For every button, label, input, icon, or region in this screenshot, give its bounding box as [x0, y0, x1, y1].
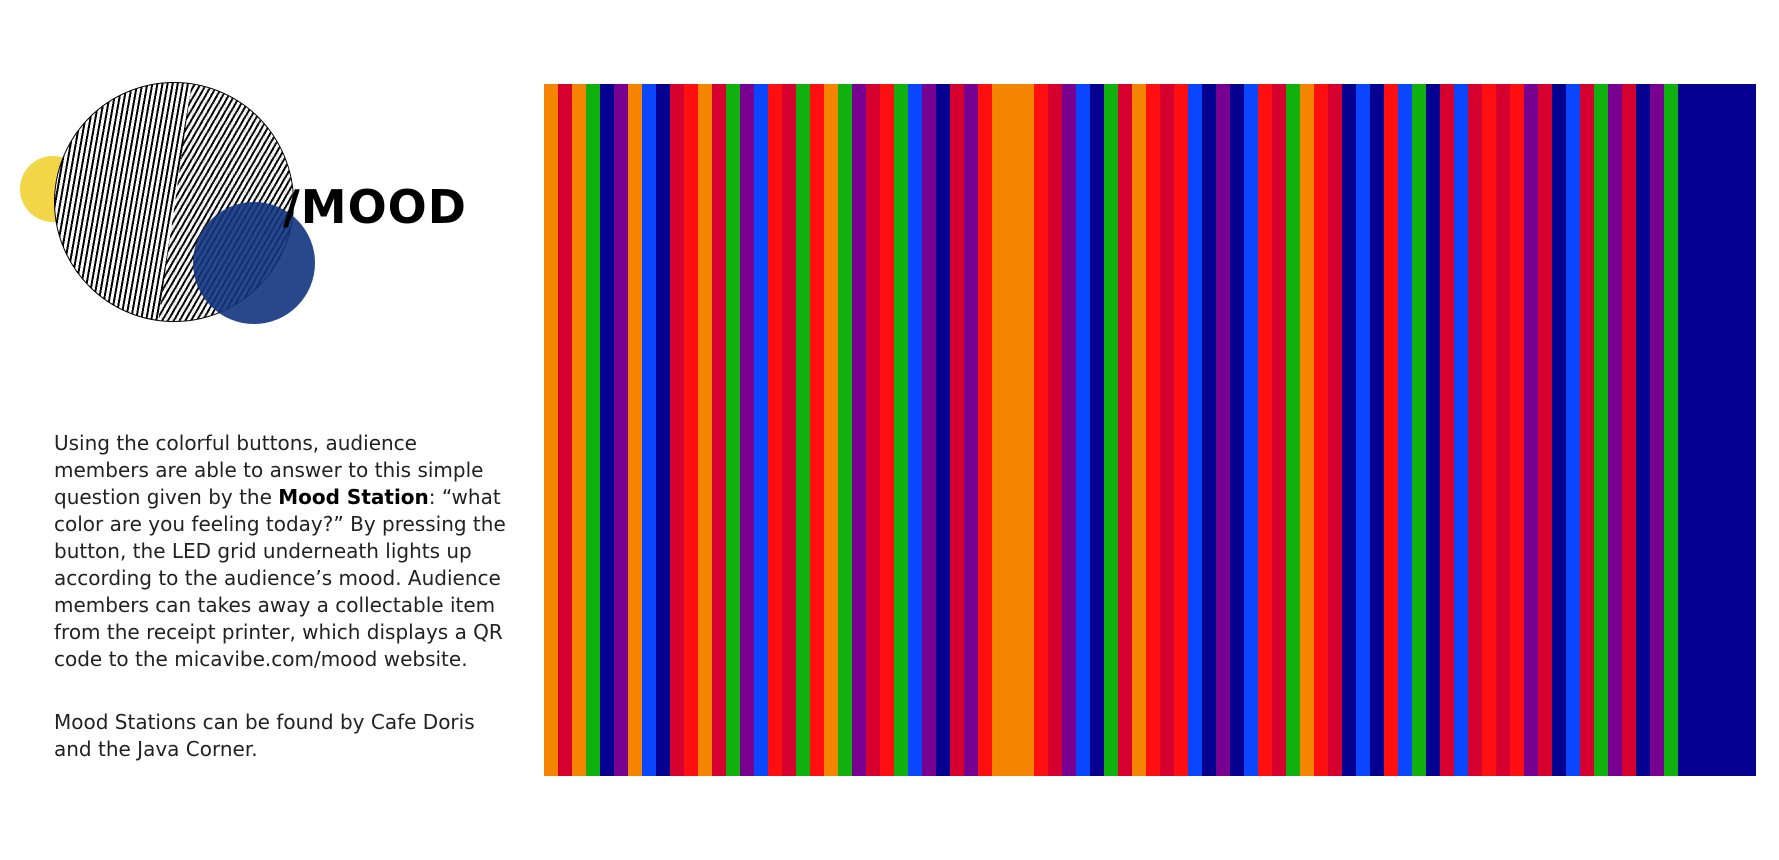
mood-color-stripe — [754, 84, 768, 776]
mood-color-stripe — [1678, 84, 1756, 776]
mood-hero: /MOOD — [20, 82, 470, 342]
mood-color-stripe — [586, 84, 600, 776]
mood-color-stripe — [1608, 84, 1622, 776]
mood-color-stripe — [558, 84, 572, 776]
mood-color-stripe — [1328, 84, 1342, 776]
mood-color-stripe — [1090, 84, 1104, 776]
mood-color-stripe — [768, 84, 782, 776]
mood-color-stripe — [1538, 84, 1552, 776]
mood-color-stripe — [992, 84, 1006, 776]
mood-color-stripe — [1230, 84, 1244, 776]
mood-color-stripe — [880, 84, 894, 776]
mood-color-stripe — [1006, 84, 1020, 776]
blue-circle — [193, 202, 315, 324]
mood-color-stripe — [796, 84, 810, 776]
mood-color-stripe — [964, 84, 978, 776]
description-text: Using the colorful buttons, audience mem… — [54, 430, 514, 763]
mood-color-stripe — [1146, 84, 1160, 776]
mood-color-stripe — [894, 84, 908, 776]
mood-color-stripe — [908, 84, 922, 776]
mood-color-stripe — [684, 84, 698, 776]
mood-color-stripe — [950, 84, 964, 776]
mood-color-stripe — [600, 84, 614, 776]
mood-color-stripe — [1426, 84, 1440, 776]
mood-color-stripe — [698, 84, 712, 776]
mood-color-stripe — [1314, 84, 1328, 776]
mood-color-stripe — [1104, 84, 1118, 776]
mood-color-stripe — [1384, 84, 1398, 776]
mood-color-stripe — [1048, 84, 1062, 776]
page-title: /MOOD — [283, 180, 467, 234]
mood-color-stripe — [936, 84, 950, 776]
mood-color-stripe — [1174, 84, 1188, 776]
mood-color-stripe — [866, 84, 880, 776]
mood-color-stripe — [1440, 84, 1454, 776]
mood-color-stripe — [1300, 84, 1314, 776]
mood-color-stripe — [1244, 84, 1258, 776]
mood-color-stripe — [712, 84, 726, 776]
mood-color-stripe — [670, 84, 684, 776]
mood-color-stripes — [544, 84, 1756, 776]
mood-color-stripe — [1398, 84, 1412, 776]
mood-color-stripe — [1594, 84, 1608, 776]
mood-color-stripe — [782, 84, 796, 776]
mood-color-stripe — [1552, 84, 1566, 776]
mood-color-stripe — [1454, 84, 1468, 776]
mood-color-stripe — [1272, 84, 1286, 776]
mood-color-stripe — [642, 84, 656, 776]
mood-color-stripe — [1020, 84, 1034, 776]
mood-color-stripe — [572, 84, 586, 776]
mood-color-stripe — [1202, 84, 1216, 776]
description-text-after: : “what color are you feeling today?” By… — [54, 485, 506, 671]
mood-color-stripe — [1062, 84, 1076, 776]
mood-color-stripe — [1622, 84, 1636, 776]
mood-color-stripe — [852, 84, 866, 776]
mood-color-stripe — [922, 84, 936, 776]
mood-color-stripe — [1650, 84, 1664, 776]
mood-color-stripe — [1370, 84, 1384, 776]
mood-color-stripe — [1566, 84, 1580, 776]
mood-color-stripe — [810, 84, 824, 776]
mood-color-stripe — [1258, 84, 1272, 776]
mood-color-stripe — [1132, 84, 1146, 776]
mood-color-stripe — [1482, 84, 1496, 776]
mood-color-stripe — [1216, 84, 1230, 776]
description-paragraph-1: Using the colorful buttons, audience mem… — [54, 430, 514, 673]
description-text-before: Using the colorful buttons, audience mem… — [54, 431, 484, 509]
mood-color-stripe — [614, 84, 628, 776]
mood-color-stripe — [726, 84, 740, 776]
mood-color-stripe — [838, 84, 852, 776]
mood-station-name: Mood Station — [278, 485, 429, 509]
mood-color-stripe — [1034, 84, 1048, 776]
mood-color-stripe — [1496, 84, 1510, 776]
mood-color-stripe — [978, 84, 992, 776]
mood-color-stripe — [740, 84, 754, 776]
mood-color-stripe — [824, 84, 838, 776]
mood-color-stripe — [628, 84, 642, 776]
mood-color-stripe — [1160, 84, 1174, 776]
mood-color-stripe — [1468, 84, 1482, 776]
mood-color-stripe — [1412, 84, 1426, 776]
mood-color-stripe — [1118, 84, 1132, 776]
mood-color-stripe — [1076, 84, 1090, 776]
mood-color-stripe — [1636, 84, 1650, 776]
mood-color-stripe — [1342, 84, 1356, 776]
mood-color-stripe — [656, 84, 670, 776]
mood-color-stripe — [1664, 84, 1678, 776]
description-paragraph-2: Mood Stations can be found by Cafe Doris… — [54, 710, 475, 761]
mood-color-stripe — [1188, 84, 1202, 776]
mood-color-stripe — [1356, 84, 1370, 776]
mood-color-stripe — [544, 84, 558, 776]
mood-color-stripe — [1286, 84, 1300, 776]
mood-color-stripe — [1510, 84, 1524, 776]
mood-color-stripe — [1524, 84, 1538, 776]
mood-color-stripe — [1580, 84, 1594, 776]
